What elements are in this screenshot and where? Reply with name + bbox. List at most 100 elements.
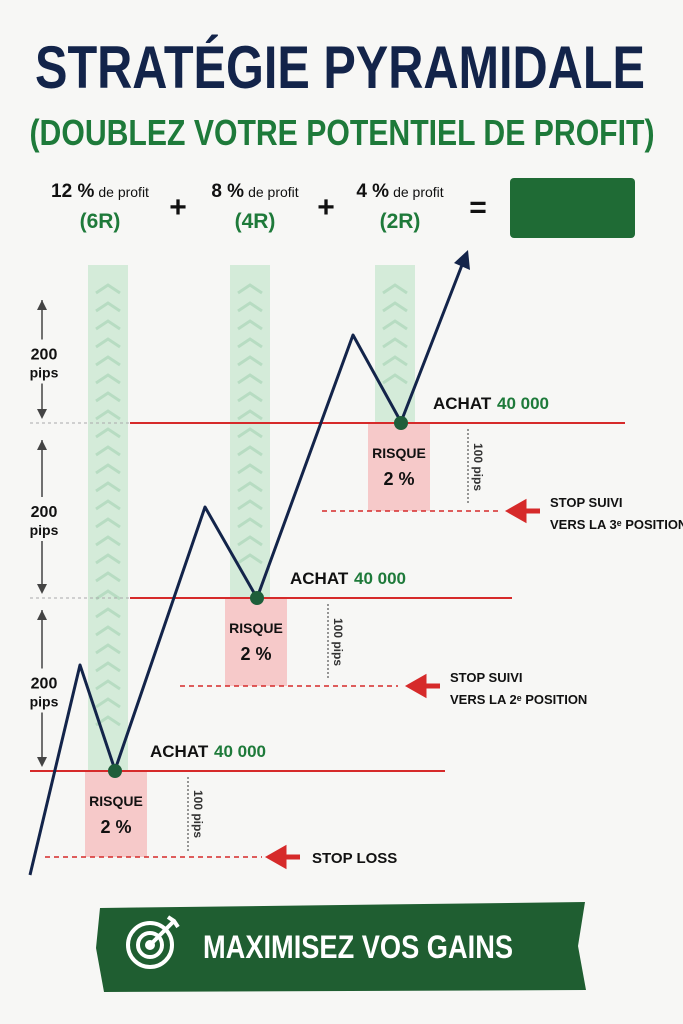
risk-box bbox=[85, 771, 147, 857]
chevron bbox=[95, 499, 121, 511]
title: STRATÉGIE PYRAMIDALE bbox=[35, 34, 645, 101]
chevron bbox=[237, 481, 263, 493]
chevron bbox=[237, 463, 263, 475]
profit: 12 % bbox=[51, 181, 94, 202]
term-r: (2R) bbox=[380, 210, 421, 233]
risk-box bbox=[225, 598, 287, 686]
chevron bbox=[95, 283, 121, 295]
chevron bbox=[382, 373, 408, 385]
chevron bbox=[95, 661, 121, 673]
chevron bbox=[237, 337, 263, 349]
chevron bbox=[95, 427, 121, 439]
pips-unit: pips bbox=[30, 522, 59, 538]
term-r: (6R) bbox=[80, 210, 121, 233]
chevron bbox=[382, 319, 408, 331]
stop-label: VERS LA 2ᵉ POSITION bbox=[450, 692, 587, 707]
pips-unit: pips bbox=[30, 694, 59, 710]
chevron bbox=[95, 463, 121, 475]
chevron bbox=[95, 643, 121, 655]
chevron bbox=[237, 283, 263, 295]
footer-text: MAXIMISEZ VOS GAINS bbox=[203, 929, 513, 965]
unit: de profit bbox=[248, 184, 299, 200]
chevron bbox=[382, 355, 408, 367]
chevron bbox=[95, 625, 121, 637]
risk-label: RISQUE bbox=[89, 793, 143, 809]
distance-label: 100 pips bbox=[471, 443, 485, 491]
term-profit: 12 % de profit bbox=[51, 181, 149, 202]
risk-label: RISQUE bbox=[229, 620, 283, 636]
pips-value: 200 bbox=[31, 347, 58, 364]
distance-label: 100 pips bbox=[331, 618, 345, 666]
stop-arrow bbox=[404, 673, 440, 699]
chevron bbox=[95, 445, 121, 457]
price-path bbox=[28, 264, 464, 876]
chevron bbox=[95, 301, 121, 313]
chevron bbox=[237, 391, 263, 403]
term-profit: 4 % de profit bbox=[356, 181, 443, 202]
chevron bbox=[95, 553, 121, 565]
chevron bbox=[95, 319, 121, 331]
distance-label: 100 pips bbox=[191, 790, 205, 838]
profit: 4 % bbox=[356, 181, 389, 202]
unit: de profit bbox=[393, 184, 444, 200]
chevron bbox=[237, 553, 263, 565]
price-arrowhead bbox=[454, 250, 470, 270]
price-label: 40 000 bbox=[214, 742, 266, 761]
chevron bbox=[95, 355, 121, 367]
risk-box bbox=[368, 423, 430, 511]
pips-bg bbox=[26, 668, 62, 713]
chevron bbox=[95, 697, 121, 709]
chevron bbox=[237, 499, 263, 511]
profit-column bbox=[375, 265, 415, 422]
chevron bbox=[95, 679, 121, 691]
profit: 8 % bbox=[211, 181, 244, 202]
chevron bbox=[95, 409, 121, 421]
chevron bbox=[95, 517, 121, 529]
profit-column bbox=[230, 265, 270, 598]
chevron bbox=[95, 373, 121, 385]
stop-arrow bbox=[264, 844, 300, 870]
diagram: STOP LOSS RISQUE 2 % ACHAT 40 000 100 pips STO… bbox=[26, 250, 683, 876]
chevron bbox=[237, 517, 263, 529]
stop-label: STOP SUIVI bbox=[550, 495, 623, 510]
chevron bbox=[95, 337, 121, 349]
chevron bbox=[237, 355, 263, 367]
operator: + bbox=[169, 191, 187, 224]
chevron bbox=[382, 283, 408, 295]
stop-label: VERS LA 3ᵉ POSITION bbox=[550, 517, 683, 532]
subtitle: (DOUBLEZ VOTRE POTENTIEL DE PROFIT) bbox=[30, 112, 655, 153]
chevron bbox=[237, 319, 263, 331]
price-label: 40 000 bbox=[354, 569, 406, 588]
target-icon bbox=[126, 915, 180, 969]
chevron bbox=[237, 535, 263, 547]
pips-bg bbox=[26, 339, 62, 384]
chevron bbox=[95, 607, 121, 619]
risk-label: RISQUE bbox=[372, 445, 426, 461]
action-label: ACHAT bbox=[150, 742, 209, 761]
footer-banner bbox=[96, 902, 586, 992]
price-label: 40 000 bbox=[497, 394, 549, 413]
chevron bbox=[95, 571, 121, 583]
pips-unit: pips bbox=[30, 365, 59, 381]
chevron bbox=[237, 427, 263, 439]
chevron bbox=[95, 535, 121, 547]
unit: de profit bbox=[98, 184, 149, 200]
chevron bbox=[382, 301, 408, 313]
operator: + bbox=[317, 191, 335, 224]
risk-value: 2 % bbox=[383, 469, 414, 489]
pips-bg bbox=[26, 497, 62, 541]
action-label: ACHAT bbox=[290, 569, 349, 588]
operator: = bbox=[469, 191, 487, 224]
chevron bbox=[382, 337, 408, 349]
chevron bbox=[95, 589, 121, 601]
chevron bbox=[237, 445, 263, 457]
entry-dot bbox=[394, 416, 408, 430]
chevron bbox=[237, 373, 263, 385]
stop-label: STOP SUIVI bbox=[450, 670, 523, 685]
stop-arrow bbox=[504, 498, 540, 524]
term-profit: 8 % de profit bbox=[211, 181, 298, 202]
pips-value: 200 bbox=[31, 504, 58, 521]
risk-value: 2 % bbox=[240, 644, 271, 664]
entry-dot bbox=[250, 591, 264, 605]
